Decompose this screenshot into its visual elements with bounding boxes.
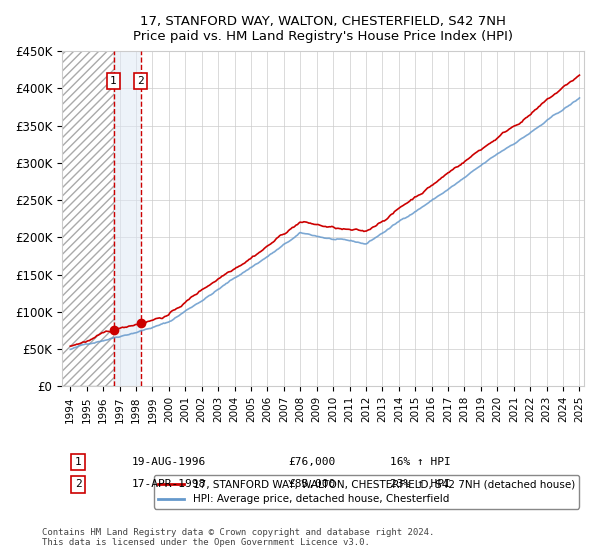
Text: 1: 1 [74,457,82,467]
Title: 17, STANFORD WAY, WALTON, CHESTERFIELD, S42 7NH
Price paid vs. HM Land Registry': 17, STANFORD WAY, WALTON, CHESTERFIELD, … [133,15,513,43]
Bar [62,51,113,386]
Text: £76,000: £76,000 [288,457,335,467]
Text: 1: 1 [110,76,117,86]
Text: £85,000: £85,000 [288,479,335,489]
Text: 23% ↑ HPI: 23% ↑ HPI [390,479,451,489]
Legend: 17, STANFORD WAY, WALTON, CHESTERFIELD, S42 7NH (detached house), HPI: Average p: 17, STANFORD WAY, WALTON, CHESTERFIELD, … [154,475,579,508]
Text: 2: 2 [137,76,144,86]
Text: 2: 2 [74,479,82,489]
Text: 19-AUG-1996: 19-AUG-1996 [132,457,206,467]
Text: Contains HM Land Registry data © Crown copyright and database right 2024.
This d: Contains HM Land Registry data © Crown c… [42,528,434,547]
Text: 16% ↑ HPI: 16% ↑ HPI [390,457,451,467]
Text: 17-APR-1998: 17-APR-1998 [132,479,206,489]
Bar [113,51,141,386]
